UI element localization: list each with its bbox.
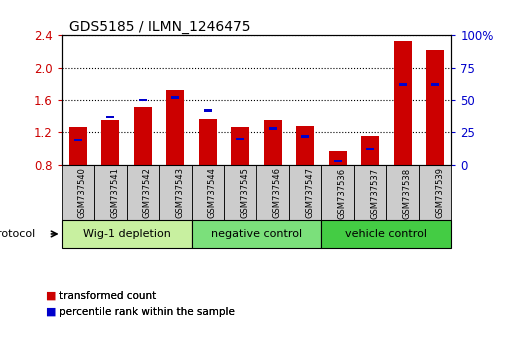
Bar	[106, 115, 114, 118]
Bar	[159, 165, 191, 220]
Bar	[419, 165, 451, 220]
Bar	[354, 165, 386, 220]
Text: Wig-1 depletion: Wig-1 depletion	[83, 229, 170, 239]
Text: GSM737539: GSM737539	[435, 167, 444, 218]
Bar	[301, 135, 309, 138]
Text: GSM737544: GSM737544	[208, 167, 217, 218]
Bar	[94, 165, 127, 220]
Text: ■ transformed count: ■ transformed count	[46, 291, 156, 301]
Text: GDS5185 / ILMN_1246475: GDS5185 / ILMN_1246475	[69, 21, 251, 34]
Bar	[69, 127, 87, 165]
Bar	[166, 90, 184, 165]
Bar	[191, 165, 224, 220]
Bar	[199, 119, 216, 165]
Bar	[399, 83, 407, 86]
Bar	[256, 165, 289, 220]
Text: GSM737545: GSM737545	[240, 167, 249, 218]
Bar	[366, 148, 374, 150]
Text: negative control: negative control	[211, 229, 302, 239]
Bar	[224, 165, 256, 220]
Bar	[322, 220, 451, 248]
Text: GSM737537: GSM737537	[370, 167, 379, 218]
Bar	[329, 151, 347, 165]
Bar	[231, 127, 249, 165]
Bar	[139, 99, 147, 101]
Text: GSM737540: GSM737540	[78, 167, 87, 218]
Bar	[269, 127, 277, 130]
Text: GSM737546: GSM737546	[273, 167, 282, 218]
Bar	[191, 220, 322, 248]
Bar	[431, 83, 439, 86]
Bar	[264, 120, 282, 165]
Bar	[62, 220, 191, 248]
Bar	[333, 160, 342, 162]
Bar	[204, 109, 212, 112]
Text: ■: ■	[46, 307, 56, 316]
Bar	[62, 165, 94, 220]
Text: GSM737538: GSM737538	[403, 167, 412, 218]
Bar	[236, 138, 244, 140]
Text: GSM737536: GSM737536	[338, 167, 347, 218]
Text: ■: ■	[46, 291, 56, 301]
Bar	[171, 96, 180, 99]
Bar	[426, 50, 444, 165]
Text: transformed count: transformed count	[59, 291, 156, 301]
Bar	[134, 107, 152, 165]
Text: GSM737543: GSM737543	[175, 167, 184, 218]
Bar	[361, 136, 379, 165]
Bar	[297, 126, 314, 165]
Bar	[289, 165, 322, 220]
Text: ■ percentile rank within the sample: ■ percentile rank within the sample	[46, 307, 235, 316]
Text: GSM737547: GSM737547	[305, 167, 314, 218]
Bar	[386, 165, 419, 220]
Bar	[394, 41, 411, 165]
Bar	[127, 165, 159, 220]
Text: GSM737541: GSM737541	[110, 167, 120, 218]
Text: GSM737542: GSM737542	[143, 167, 152, 218]
Bar	[74, 139, 82, 141]
Text: percentile rank within the sample: percentile rank within the sample	[59, 307, 235, 316]
Bar	[322, 165, 354, 220]
Bar	[102, 120, 119, 165]
Text: vehicle control: vehicle control	[345, 229, 427, 239]
Text: protocol: protocol	[0, 229, 35, 239]
